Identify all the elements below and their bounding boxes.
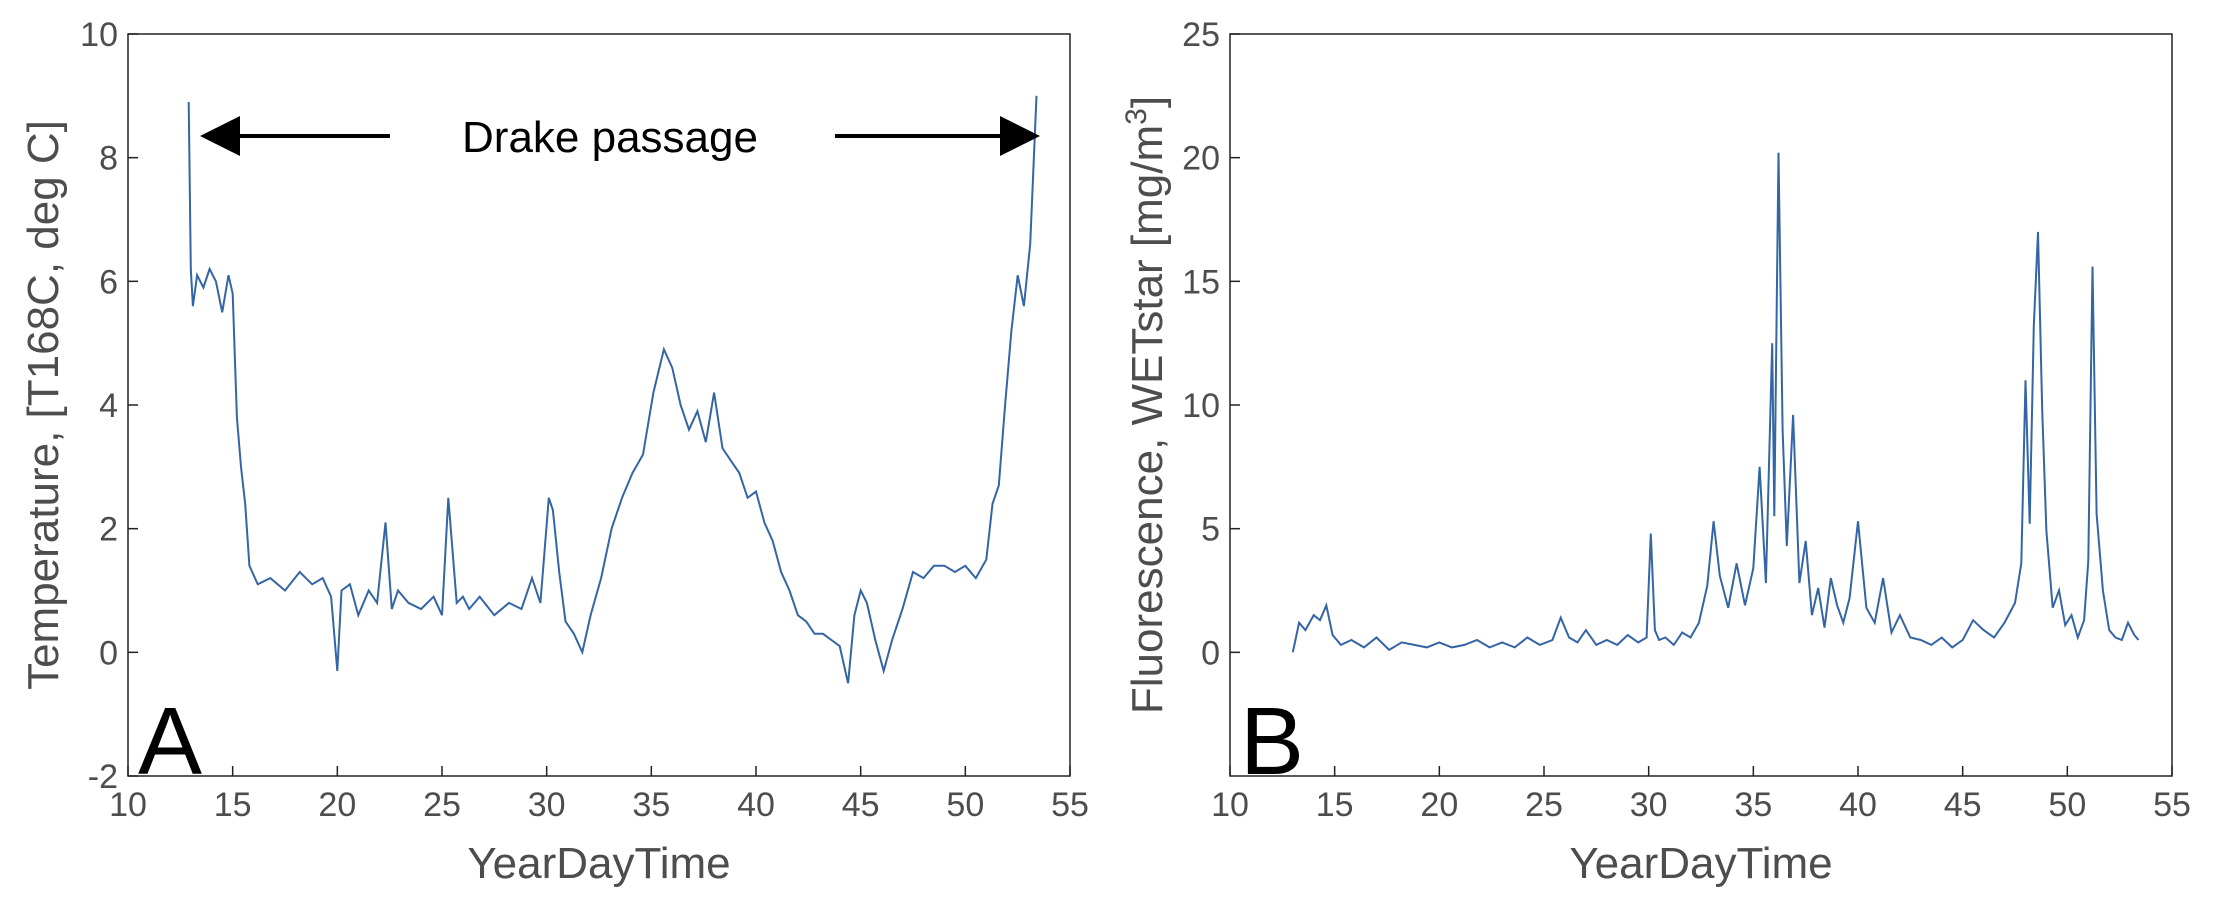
panel-a-x-tick-label: 55: [1051, 786, 1089, 824]
panel-b-x-tick-label: 25: [1525, 786, 1563, 824]
panel-b-x-tick-label: 10: [1211, 786, 1249, 824]
panel-a-annotation-text: Drake passage: [462, 113, 758, 162]
panel-a-x-tick-label: 20: [318, 786, 356, 824]
panel-b-x-tick-label: 35: [1734, 786, 1772, 824]
panel-b-x-axis-title: YearDayTime: [1569, 839, 1832, 888]
panel-b-y-tick-label: 10: [1182, 387, 1220, 425]
panel-b-y-tick-label: 0: [1201, 634, 1220, 672]
panel-b-y-axis-title-main: Fluorescence, WETstar [mg/m: [1123, 125, 1172, 714]
panel-a-x-tick-label: 50: [946, 786, 984, 824]
panel-a-y-tick-label: 8: [99, 140, 118, 178]
panel-b-x-tick-label: 45: [1944, 786, 1982, 824]
panel-b-y-tick-label: 20: [1182, 140, 1220, 178]
panel-a-x-axis-title: YearDayTime: [467, 839, 730, 888]
panel-a-x-tick-label: 10: [109, 786, 147, 824]
panel-b-x-tick-label: 50: [2048, 786, 2086, 824]
panel-a-letter: A: [138, 688, 202, 795]
panel-b-y-tick-label: 15: [1182, 263, 1220, 301]
panel-a-ticks: 10 15 20 25 30 35 40 45 50 55 -2 0 2 4 6 8 10: [80, 16, 1089, 824]
panel-b-x-tick-label: 20: [1420, 786, 1458, 824]
panel-a-y-tick-label: 10: [80, 16, 118, 54]
panel-b-y-axis-title-close: ]: [1123, 96, 1172, 108]
panel-b-x-tick-label: 40: [1839, 786, 1877, 824]
panel-b-ticks: 10 15 20 25 30 35 40 45 50 55 0 5 10 15 20 25: [1182, 16, 2191, 824]
panel-a-y-tick-label: 6: [99, 263, 118, 301]
panel-b-fluorescence-series-line: [1291, 152, 2140, 653]
panel-b-plot-frame: [1229, 33, 2173, 777]
panel-a-y-tick-label: -2: [88, 758, 118, 796]
panel-a-x-tick-label: 15: [214, 786, 252, 824]
panel-a-x-tick-label: 30: [528, 786, 566, 824]
panel-a-y-tick-label: 0: [99, 634, 118, 672]
panel-b-y-axis-title-superscript: 3: [1120, 108, 1153, 125]
panel-a-x-tick-label: 45: [842, 786, 880, 824]
panel-a-y-tick-label: 2: [99, 511, 118, 549]
panel-b-x-tick-label: 15: [1316, 786, 1354, 824]
panel-a-temperature-chart: 10 15 20 25 30 35 40 45 50 55 -2 0 2 4 6 8 10 Drake pass…: [19, 16, 1089, 888]
panel-a-y-tick-label: 4: [99, 387, 118, 425]
panel-b-x-tick-label: 55: [2153, 786, 2191, 824]
panel-b-x-tick-label: 30: [1630, 786, 1668, 824]
panel-b-y-tick-label: 5: [1201, 511, 1220, 549]
panel-a-x-tick-label: 25: [423, 786, 461, 824]
panel-b-fluorescence-chart: 10 15 20 25 30 35 40 45 50 55 0 5 10 15 20 25 B YearDay…: [1120, 16, 2191, 888]
panel-b-y-tick-label: 25: [1182, 16, 1220, 54]
panel-a-x-tick-label: 35: [632, 786, 670, 824]
panel-a-temperature-series-line: [187, 95, 1038, 684]
panel-a-y-axis-title: Temperature, [T168C, deg C]: [19, 120, 68, 690]
panel-b-letter: B: [1240, 688, 1304, 795]
panel-b-y-axis-title: Fluorescence, WETstar [mg/m3]: [1120, 96, 1172, 714]
panel-a-x-tick-label: 40: [737, 786, 775, 824]
